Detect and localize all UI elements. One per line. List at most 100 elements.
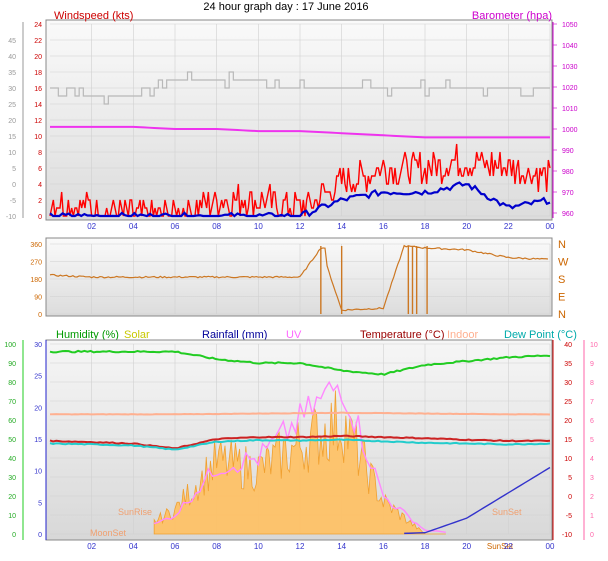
tick-label: 20 [462,222,471,231]
tick-label: 0 [38,214,42,221]
tick-label: 0 [12,532,16,539]
tick-label: 2 [590,494,594,501]
series-dewpoint-line [49,438,551,451]
panel2-grid [50,243,551,315]
tick-label: S [558,274,565,286]
tick-label: 02 [87,542,96,551]
panel1-grid [50,23,551,217]
panel2-left-ticks: 0 90 180 270 360 [30,242,42,319]
tick-label: 1030 [562,64,578,71]
tick-label: 04 [129,222,138,231]
panel1-x-ticks: 02 04 06 08 10 12 14 16 18 20 22 00 [87,222,555,231]
tick-label: 20 [8,494,16,501]
legend-item: Rainfall (mm) [202,329,267,341]
tick-label: 25 [34,374,42,381]
panel3-axes: 0102030405060708090100051015202530-10-50… [4,340,598,540]
tick-label: 18 [34,70,42,77]
tick-label: 60 [8,418,16,425]
tick-label: 30 [564,380,572,387]
tick-label: 10 [8,513,16,520]
panel1-series [49,71,551,218]
tick-label: 30 [8,86,16,93]
moonset-label: MoonSet [90,528,127,538]
tick-label: 90 [8,361,16,368]
sunrise-label: SunRise [118,507,152,517]
tick-label: 50 [8,437,16,444]
tick-label: 30 [34,342,42,349]
tick-label: 40 [8,456,16,463]
tick-label: 20 [462,542,471,551]
tick-label: -10 [6,214,16,221]
tick-label: 20 [564,418,572,425]
series-indoor-line [49,411,551,416]
tick-label: 70 [8,399,16,406]
tick-label: 7 [590,399,594,406]
tick-label: -10 [562,532,572,539]
tick-label: 1000 [562,127,578,134]
tick-label: 0 [12,182,16,189]
tick-label: 100 [4,342,16,349]
panel3-series [49,349,551,535]
tick-label: 18 [421,222,430,231]
tick-label: 5 [12,166,16,173]
tick-label: 16 [34,86,42,93]
tick-label: 10 [8,150,16,157]
tick-label: 35 [8,70,16,77]
tick-label: 00 [546,542,555,551]
tick-label: 970 [562,190,574,197]
legend-item: Temperature (°C) [360,329,444,341]
tick-label: 80 [8,380,16,387]
tick-label: 10 [254,542,263,551]
tick-label: 04 [129,542,138,551]
tick-label: 20 [8,118,16,125]
series-wind-direction-line [49,244,548,312]
tick-label: 25 [564,399,572,406]
tick-label: 270 [30,260,42,267]
tick-label: E [558,292,565,304]
tick-label: 8 [590,380,594,387]
tick-label: 45 [8,38,16,45]
tick-label: 12 [296,222,305,231]
tick-label: 12 [34,118,42,125]
tick-label: 8 [38,150,42,157]
tick-label: 10 [590,342,598,349]
windspeed-axis-label: Windspeed (kts) [54,10,133,22]
barometer-axis-label: Barometer (hpa) [472,10,552,22]
legend-item: Solar [124,329,150,341]
tick-label: -5 [10,198,16,205]
tick-label: 5 [590,437,594,444]
tick-label: 22 [34,38,42,45]
tick-label: 6 [590,418,594,425]
tick-label: 16 [379,542,388,551]
tick-label: 3 [590,475,594,482]
tick-label: 360 [30,242,42,249]
tick-label: 5 [38,500,42,507]
tick-label: 0 [590,532,594,539]
tick-label: 00 [546,222,555,231]
tick-label: 90 [34,295,42,302]
tick-label: 9 [590,361,594,368]
tick-label: 4 [38,182,42,189]
tick-label: N [558,309,566,321]
tick-label: 6 [38,166,42,173]
tick-label: 10 [34,469,42,476]
tick-label: 25 [8,102,16,109]
tick-label: 15 [564,437,572,444]
series-temperature-line [49,434,551,450]
series-gust-line [50,71,550,105]
tick-label: 0 [568,494,572,501]
legend-item: Dew Point (°C) [504,329,577,341]
tick-label: 10 [254,222,263,231]
tick-label: 02 [87,222,96,231]
tick-label: 1010 [562,106,578,113]
tick-label: 990 [562,148,574,155]
series-humidity-line [49,349,551,376]
tick-label: W [558,257,569,269]
legend-item: Indoor [447,329,479,341]
tick-label: 2 [38,198,42,205]
tick-label: 4 [590,456,594,463]
legend-item: Humidity (%) [56,329,119,341]
tick-label: 1020 [562,85,578,92]
series-barometer-line [50,125,550,139]
tick-label: 16 [379,222,388,231]
